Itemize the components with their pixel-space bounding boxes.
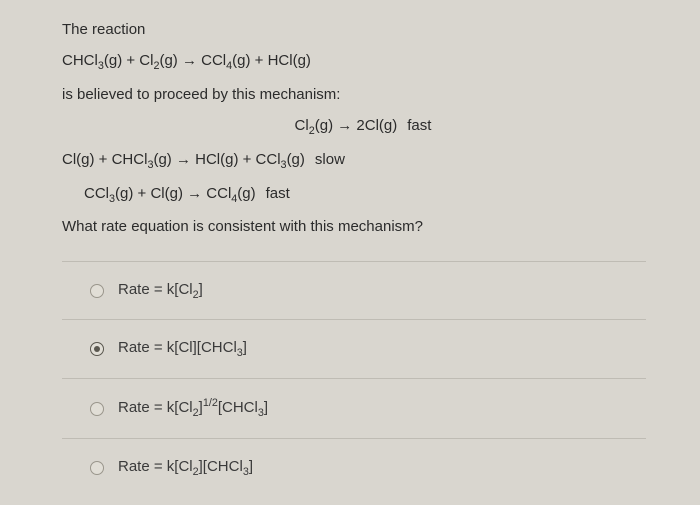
- option-d[interactable]: Rate = k[Cl2][CHCl3]: [62, 438, 646, 497]
- radio-icon: [90, 402, 104, 416]
- mechanism-step-3: CCl3(g) + Cl(g) → CCl4(g)fast: [84, 182, 664, 208]
- option-b[interactable]: Rate = k[Cl][CHCl3]: [62, 319, 646, 378]
- radio-icon: [90, 284, 104, 298]
- mechanism-step-1: Cl2(g) → 2Cl(g)fast: [62, 114, 664, 140]
- option-a[interactable]: Rate = k[Cl2]: [62, 261, 646, 320]
- radio-icon: [90, 461, 104, 475]
- overall-reaction: CHCl3(g) + Cl2(g) → CCl4(g) + HCl(g): [62, 49, 664, 75]
- option-label: Rate = k[Cl][CHCl3]: [118, 336, 247, 362]
- option-c[interactable]: Rate = k[Cl2]1/2[CHCl3]: [62, 378, 646, 438]
- question-body: The reaction CHCl3(g) + Cl2(g) → CCl4(g)…: [62, 18, 664, 239]
- question-prompt: What rate equation is consistent with th…: [62, 215, 664, 238]
- option-label: Rate = k[Cl2][CHCl3]: [118, 455, 253, 481]
- mechanism-intro: is believed to proceed by this mechanism…: [62, 83, 664, 106]
- options-list: Rate = k[Cl2] Rate = k[Cl][CHCl3] Rate =…: [62, 261, 664, 497]
- radio-icon: [90, 342, 104, 356]
- option-label: Rate = k[Cl2]1/2[CHCl3]: [118, 395, 268, 422]
- intro-text: The reaction: [62, 18, 664, 41]
- mechanism-step-2: Cl(g) + CHCl3(g) → HCl(g) + CCl3(g)slow: [62, 148, 664, 174]
- option-label: Rate = k[Cl2]: [118, 278, 203, 304]
